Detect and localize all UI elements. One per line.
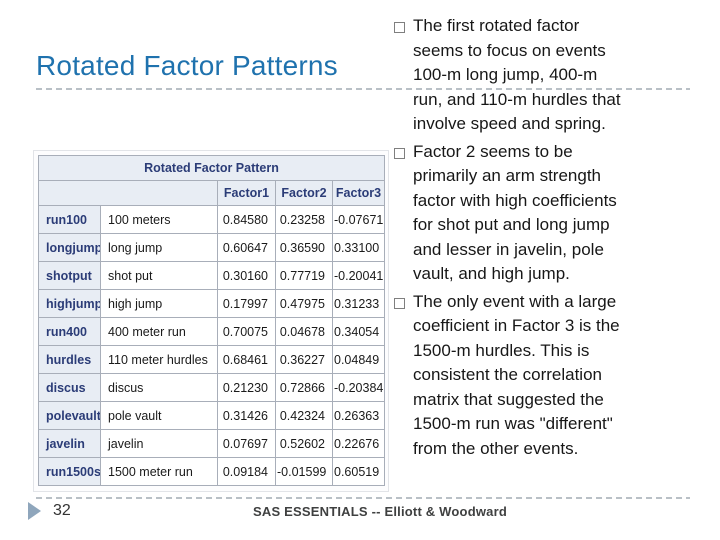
row-event-label: discus (100, 373, 218, 402)
table-row: polevault pole vault 0.31426 0.42324 0.2… (38, 401, 386, 430)
sas-output-panel: Rotated Factor Pattern Factor1 Factor2 F… (33, 150, 389, 492)
row-event-label: long jump (100, 233, 218, 262)
bullet-list: The first rotated factor seems to focus … (394, 14, 708, 464)
table-row: discus discus 0.21230 0.72866 -0.20384 (38, 373, 386, 402)
table-title-row: Rotated Factor Pattern (37, 155, 386, 181)
factor2-value: 0.36590 (275, 233, 333, 262)
factor3-value: 0.33100 (332, 233, 386, 262)
row-variable-name: highjump (38, 289, 101, 318)
table-row: run400 400 meter run 0.70075 0.04678 0.3… (38, 317, 386, 346)
factor2-value: 0.42324 (275, 401, 333, 430)
row-event-label: shot put (100, 261, 218, 290)
factor3-value: 0.60519 (332, 457, 386, 486)
title-divider (36, 88, 690, 90)
row-variable-name: polevault (38, 401, 101, 430)
factor1-value: 0.70075 (217, 317, 276, 346)
table-row: run100 100 meters 0.84580 0.23258 -0.076… (38, 205, 386, 234)
factor2-value: -0.01599 (275, 457, 333, 486)
table-title: Rotated Factor Pattern (37, 155, 386, 181)
table-row: run1500s 1500 meter run 0.09184 -0.01599… (38, 457, 386, 486)
row-event-label: 100 meters (100, 205, 218, 234)
table-header-row: Factor1 Factor2 Factor3 (38, 180, 386, 206)
factor2-value: 0.36227 (275, 345, 333, 374)
row-variable-name: javelin (38, 429, 101, 458)
square-bullet-icon (394, 297, 405, 309)
factor3-value: 0.34054 (332, 317, 386, 346)
slide-arrow-icon (28, 502, 41, 520)
factor3-value: -0.20384 (332, 373, 386, 402)
factor1-value: 0.84580 (217, 205, 276, 234)
row-variable-name: run100 (38, 205, 101, 234)
row-event-label: high jump (100, 289, 218, 318)
table-row: hurdles 110 meter hurdles 0.68461 0.3622… (38, 345, 386, 374)
page-number-value: 32 (53, 502, 71, 519)
page-number: 32 (28, 502, 71, 520)
factor3-value: 0.04849 (332, 345, 386, 374)
square-bullet-icon (394, 147, 405, 159)
factor1-value: 0.07697 (217, 429, 276, 458)
table-corner-cell (38, 180, 218, 206)
factor1-value: 0.31426 (217, 401, 276, 430)
footer-divider (36, 497, 690, 499)
factor3-value: -0.07671 (332, 205, 386, 234)
factor3-value: -0.20041 (332, 261, 386, 290)
table-row: highjump high jump 0.17997 0.47975 0.312… (38, 289, 386, 318)
row-variable-name: shotput (38, 261, 101, 290)
row-variable-name: longjump (38, 233, 101, 262)
bullet-text: Factor 2 seems to be primarily an arm st… (413, 141, 617, 284)
factor-table-body: run100 100 meters 0.84580 0.23258 -0.076… (38, 205, 386, 486)
column-header-factor2: Factor2 (275, 180, 333, 206)
factor2-value: 0.72866 (275, 373, 333, 402)
bullet-item-1: The first rotated factor seems to focus … (394, 14, 708, 137)
factor2-value: 0.52602 (275, 429, 333, 458)
row-variable-name: hurdles (38, 345, 101, 374)
table-row: javelin javelin 0.07697 0.52602 0.22676 (38, 429, 386, 458)
row-event-label: 400 meter run (100, 317, 218, 346)
factor1-value: 0.60647 (217, 233, 276, 262)
table-row: longjump long jump 0.60647 0.36590 0.331… (38, 233, 386, 262)
table-row: shotput shot put 0.30160 0.77719 -0.2004… (38, 261, 386, 290)
factor2-value: 0.77719 (275, 261, 333, 290)
footer-text: SAS ESSENTIALS -- Elliott & Woodward (253, 504, 507, 519)
factor1-value: 0.68461 (217, 345, 276, 374)
factor1-value: 0.21230 (217, 373, 276, 402)
factor3-value: 0.22676 (332, 429, 386, 458)
row-variable-name: run400 (38, 317, 101, 346)
factor3-value: 0.31233 (332, 289, 386, 318)
factor3-value: 0.26363 (332, 401, 386, 430)
row-variable-name: run1500s (38, 457, 101, 486)
row-event-label: 1500 meter run (100, 457, 218, 486)
row-event-label: javelin (100, 429, 218, 458)
factor2-value: 0.47975 (275, 289, 333, 318)
row-event-label: pole vault (100, 401, 218, 430)
factor2-value: 0.23258 (275, 205, 333, 234)
bullet-item-2: Factor 2 seems to be primarily an arm st… (394, 140, 708, 287)
factor2-value: 0.04678 (275, 317, 333, 346)
bullet-text: The only event with a large coefficient … (413, 291, 620, 458)
bullet-item-3: The only event with a large coefficient … (394, 290, 708, 462)
square-bullet-icon (394, 22, 405, 33)
factor1-value: 0.30160 (217, 261, 276, 290)
row-variable-name: discus (38, 373, 101, 402)
column-header-factor3: Factor3 (332, 180, 386, 206)
row-event-label: 110 meter hurdles (100, 345, 218, 374)
rotated-factor-table: Rotated Factor Pattern Factor1 Factor2 F… (37, 155, 386, 486)
factor1-value: 0.09184 (217, 457, 276, 486)
bullet-text: The first rotated factor seems to focus … (413, 16, 621, 133)
page-title: Rotated Factor Patterns (36, 50, 338, 81)
column-header-factor1: Factor1 (217, 180, 276, 206)
factor1-value: 0.17997 (217, 289, 276, 318)
